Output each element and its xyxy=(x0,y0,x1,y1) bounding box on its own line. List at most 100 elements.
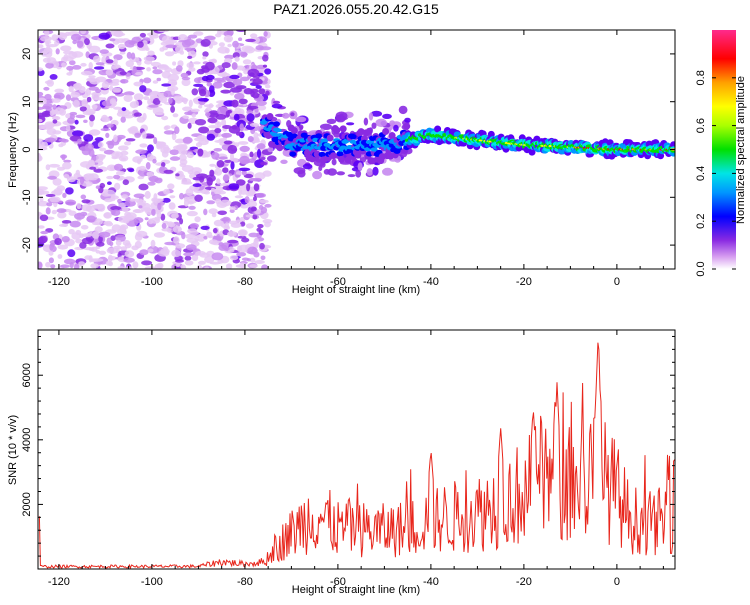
noise-blob xyxy=(186,62,195,69)
noise-blob xyxy=(61,154,66,161)
noise-blob xyxy=(187,55,193,60)
transition-blob xyxy=(404,117,411,123)
noise-blob xyxy=(169,149,179,156)
ridge-blob xyxy=(365,127,373,135)
transition-blob xyxy=(232,78,243,86)
noise-blob xyxy=(113,106,122,110)
transition-blob xyxy=(243,88,253,95)
noise-blob xyxy=(238,187,243,196)
noise-blob xyxy=(236,171,242,176)
transition-blob xyxy=(236,179,246,186)
noise-blob xyxy=(146,135,155,139)
transition-blob xyxy=(197,98,210,102)
transition-blob xyxy=(295,116,307,123)
ridge-blob xyxy=(289,151,297,157)
noise-blob xyxy=(257,56,264,60)
noise-blob xyxy=(162,197,171,203)
noise-blob xyxy=(79,176,85,185)
noise-blob xyxy=(67,249,76,258)
noise-blob xyxy=(253,251,260,258)
noise-blob xyxy=(193,31,204,36)
transition-blob xyxy=(247,136,254,143)
transition-blob xyxy=(223,140,233,145)
spectrogram-y-label: Frequency (Hz) xyxy=(7,112,19,188)
noise-blob xyxy=(103,221,108,225)
noise-blob xyxy=(69,220,81,228)
noise-blob xyxy=(237,141,249,145)
transition-blob xyxy=(258,88,266,95)
noise-blob xyxy=(245,223,254,229)
noise-blob xyxy=(114,182,121,191)
transition-blob xyxy=(347,174,356,178)
noise-blob xyxy=(46,202,53,207)
noise-blob xyxy=(249,122,260,127)
noise-blob xyxy=(198,260,206,265)
noise-blob xyxy=(200,225,210,230)
noise-blob xyxy=(152,98,161,105)
noise-blob xyxy=(187,122,192,129)
x-tick-label: -100 xyxy=(141,576,163,588)
noise-blob xyxy=(50,264,56,269)
noise-blob xyxy=(239,262,246,269)
noise-blob xyxy=(184,111,194,116)
noise-blob xyxy=(61,236,70,243)
noise-blob xyxy=(54,39,60,46)
transition-blob xyxy=(400,152,407,158)
noise-blob xyxy=(238,37,243,41)
colorbar-tick-label: 0.0 xyxy=(695,261,707,276)
noise-blob xyxy=(120,246,128,251)
noise-blob xyxy=(44,137,57,143)
noise-blob xyxy=(173,145,184,151)
transition-blob xyxy=(371,122,377,129)
noise-blob xyxy=(147,144,154,153)
transition-blob xyxy=(230,161,235,170)
noise-blob xyxy=(258,205,264,210)
transition-blob xyxy=(247,68,260,78)
snr-y-label: SNR (10 * v/v) xyxy=(7,415,19,485)
transition-blob xyxy=(372,166,379,176)
ridge-blob xyxy=(274,128,282,133)
noise-blob xyxy=(152,69,163,75)
noise-blob xyxy=(216,178,221,185)
noise-blob xyxy=(151,208,156,216)
noise-blob xyxy=(259,242,265,250)
noise-blob xyxy=(193,61,201,65)
noise-blob xyxy=(70,91,80,98)
transition-blob xyxy=(206,177,213,186)
noise-blob xyxy=(86,96,92,103)
transition-blob xyxy=(228,125,241,134)
noise-blob xyxy=(45,261,51,268)
noise-blob xyxy=(88,45,101,53)
transition-blob xyxy=(216,160,225,168)
noise-blob xyxy=(133,100,139,108)
noise-blob xyxy=(124,40,136,48)
noise-blob xyxy=(194,119,207,126)
noise-blob xyxy=(93,168,103,173)
noise-blob xyxy=(137,41,144,48)
noise-blob xyxy=(46,79,54,87)
x-tick-label: -60 xyxy=(330,276,346,288)
noise-blob xyxy=(66,65,74,71)
noise-blob xyxy=(217,30,222,35)
noise-blob xyxy=(89,119,94,128)
x-tick-label: 0 xyxy=(614,576,620,588)
transition-blob xyxy=(318,165,323,172)
noise-blob xyxy=(105,59,114,64)
noise-blob xyxy=(134,240,142,249)
transition-blob xyxy=(272,100,281,104)
noise-blob xyxy=(99,147,107,152)
noise-blob xyxy=(38,153,42,162)
transition-blob xyxy=(246,113,255,122)
noise-blob xyxy=(119,51,126,55)
noise-blob xyxy=(94,226,103,233)
ridge-blob xyxy=(318,151,326,158)
noise-blob xyxy=(234,107,242,114)
ridge-blob xyxy=(370,147,378,152)
noise-blob xyxy=(161,115,169,121)
noise-blob xyxy=(92,104,97,110)
ridge-blob xyxy=(434,125,442,133)
noise-blob xyxy=(53,188,63,196)
noise-blob xyxy=(43,103,53,109)
noise-blob xyxy=(125,138,136,142)
